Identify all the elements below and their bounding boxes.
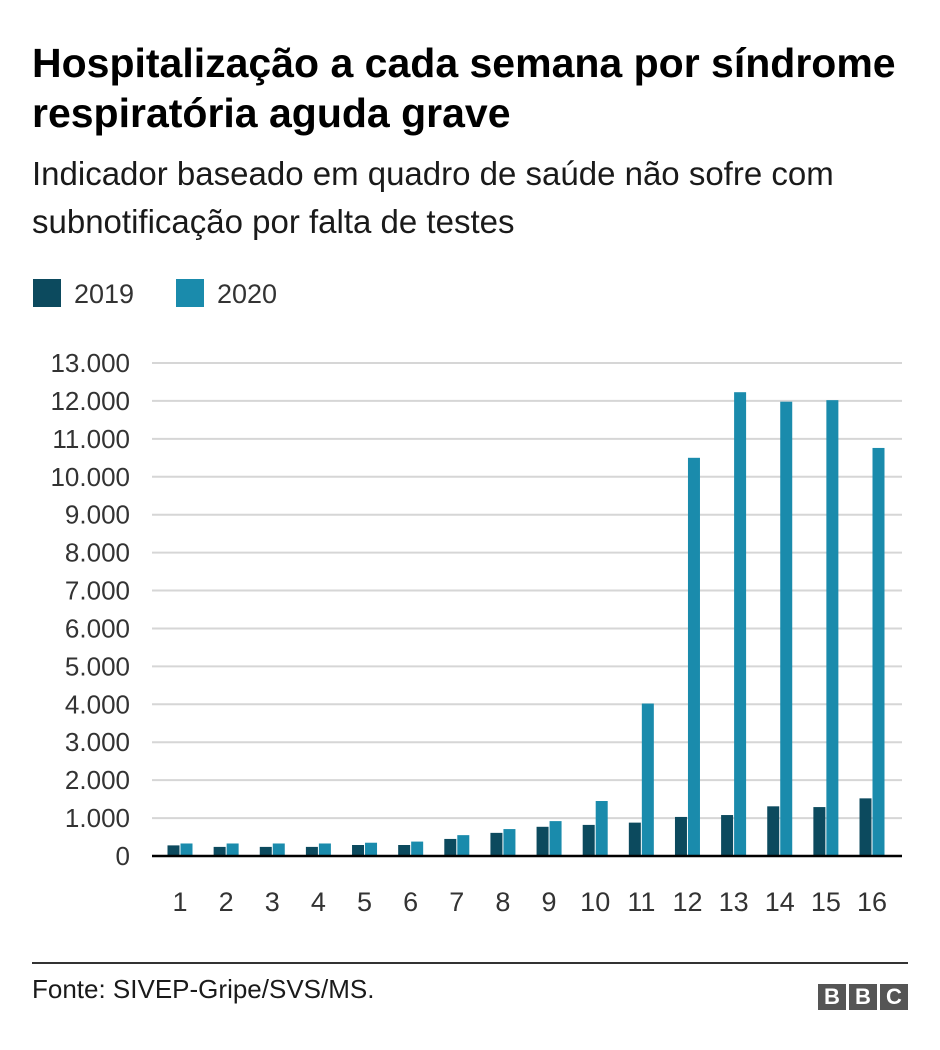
x-tick-label: 2 xyxy=(219,887,234,917)
x-tick-label: 5 xyxy=(357,887,372,917)
y-tick-label: 8.000 xyxy=(65,538,130,568)
bar-2019-week-9 xyxy=(536,826,549,856)
y-tick-label: 13.000 xyxy=(50,348,130,378)
bar-2020-week-10 xyxy=(595,801,608,856)
logo-letter: B xyxy=(849,984,877,1010)
y-tick-label: 5.000 xyxy=(65,651,130,681)
source-note: Fonte: SIVEP-Gripe/SVS/MS. xyxy=(32,974,375,1004)
bar-2020-week-14 xyxy=(780,401,793,856)
bar-2020-week-9 xyxy=(549,821,562,856)
bar-2020-week-4 xyxy=(318,843,331,856)
logo-letter: B xyxy=(818,984,846,1010)
legend-swatch xyxy=(33,279,61,307)
chart-title: Hospitalização a cada semana por síndrom… xyxy=(32,40,896,136)
bar-2019-week-3 xyxy=(259,846,272,856)
y-tick-label: 6.000 xyxy=(65,613,130,643)
bar-2020-week-2 xyxy=(226,843,239,856)
bar-2019-week-11 xyxy=(628,822,641,856)
x-tick-label: 3 xyxy=(265,887,280,917)
bbc-logo: B B C xyxy=(818,984,908,1010)
x-tick-label: 8 xyxy=(495,887,510,917)
bar-2019-week-13 xyxy=(721,815,734,856)
bar-2020-week-3 xyxy=(272,843,285,856)
legend-label: 2020 xyxy=(217,279,277,309)
bar-2020-week-7 xyxy=(457,835,470,856)
bar-2020-week-1 xyxy=(180,843,193,856)
y-tick-label: 2.000 xyxy=(65,765,130,795)
bar-2019-week-2 xyxy=(213,846,226,856)
bar-2019-week-6 xyxy=(398,845,411,856)
legend-label: 2019 xyxy=(74,279,134,309)
bar-2019-week-5 xyxy=(352,845,365,856)
y-tick-label: 11.000 xyxy=(52,424,130,454)
bar-2019-week-1 xyxy=(167,845,180,856)
bar-2020-week-15 xyxy=(826,400,839,856)
x-tick-label: 13 xyxy=(719,887,749,917)
bar-2019-week-12 xyxy=(674,816,687,856)
bar-2019-week-4 xyxy=(305,846,318,856)
bar-2020-week-5 xyxy=(365,842,378,856)
bar-2019-week-8 xyxy=(490,832,503,856)
y-tick-label: 7.000 xyxy=(65,576,130,606)
legend-swatch xyxy=(176,279,204,307)
x-tick-label: 14 xyxy=(765,887,795,917)
bar-chart: 2019 2020 0 1.000 2.000 3.000 4.000 5.000 6.000 7… xyxy=(33,279,902,917)
x-tick-label: 11 xyxy=(627,887,655,917)
x-tick-label: 12 xyxy=(672,887,702,917)
bars: 1 2 3 4 5 6 7 8 9 10 11 12 13 14 15 16 xyxy=(167,392,887,917)
bar-2019-week-10 xyxy=(582,824,595,856)
bar-2019-week-16 xyxy=(859,798,872,856)
legend-item-2020: 2020 xyxy=(176,279,277,309)
x-tick-label: 9 xyxy=(542,887,557,917)
y-tick-label: 3.000 xyxy=(65,727,130,757)
y-tick-label: 0 xyxy=(116,841,130,871)
x-tick-label: 4 xyxy=(311,887,326,917)
bar-2020-week-16 xyxy=(872,447,885,856)
x-tick-label: 15 xyxy=(811,887,841,917)
y-tick-label: 12.000 xyxy=(50,386,130,416)
chart-subtitle: Indicador baseado em quadro de saúde não… xyxy=(32,155,834,240)
footer-divider xyxy=(32,962,908,964)
x-tick-label: 6 xyxy=(403,887,418,917)
y-tick-label: 1.000 xyxy=(65,803,130,833)
y-tick-label: 9.000 xyxy=(65,500,130,530)
y-tick-label: 10.000 xyxy=(50,462,130,492)
bar-2020-week-11 xyxy=(641,703,654,856)
logo-letter: C xyxy=(880,984,908,1010)
bar-2020-week-12 xyxy=(687,457,700,856)
bar-2020-week-6 xyxy=(411,841,424,856)
bar-2019-week-7 xyxy=(444,838,457,856)
y-tick-label: 4.000 xyxy=(65,689,130,719)
bar-2019-week-14 xyxy=(767,806,780,856)
bar-2019-week-15 xyxy=(813,807,826,856)
legend: 2019 2020 xyxy=(33,279,277,309)
bar-2020-week-13 xyxy=(734,392,747,856)
legend-item-2019: 2019 xyxy=(33,279,134,309)
x-tick-label: 7 xyxy=(449,887,464,917)
y-axis: 0 1.000 2.000 3.000 4.000 5.000 6.000 7.000 8.00… xyxy=(50,348,902,871)
x-tick-label: 1 xyxy=(172,887,187,917)
x-tick-label: 10 xyxy=(580,887,610,917)
x-tick-label: 16 xyxy=(857,887,887,917)
bar-2020-week-8 xyxy=(503,829,516,856)
